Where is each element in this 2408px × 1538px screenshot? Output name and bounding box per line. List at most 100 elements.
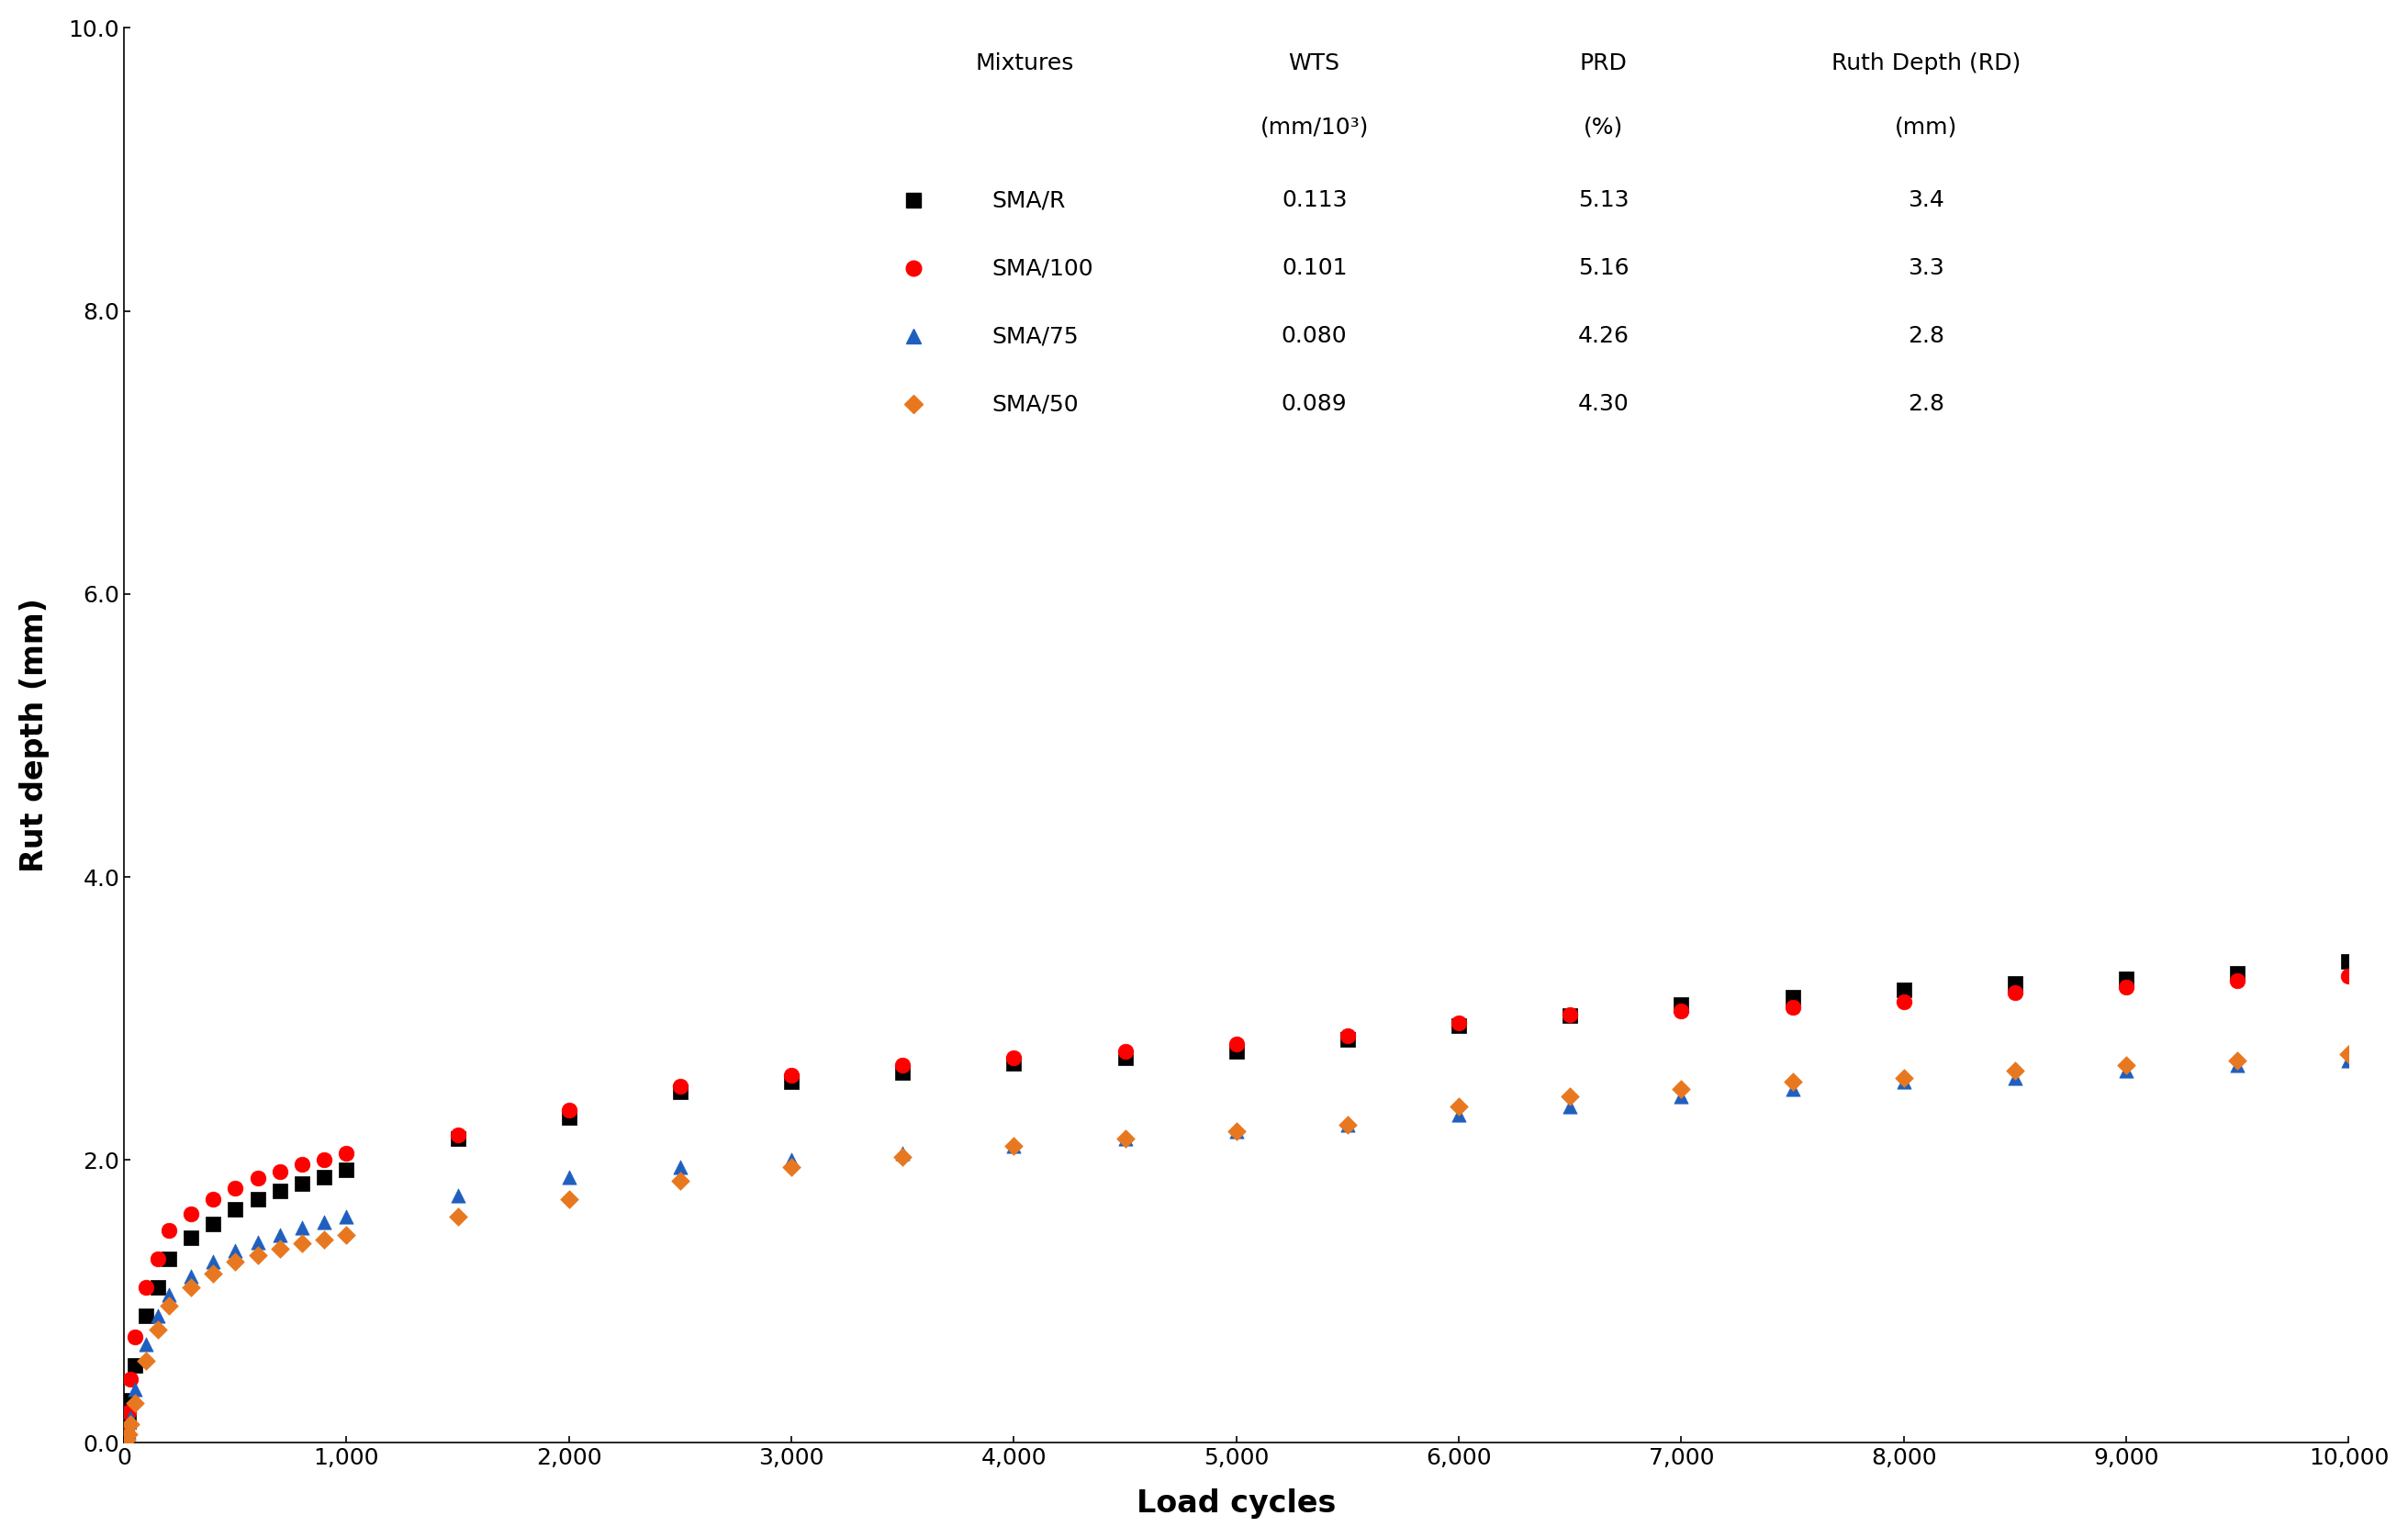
Point: [260, 1223, 299, 1247]
Point: [106, 1420, 144, 1444]
Point: [660, 1080, 698, 1104]
Point: [111, 1367, 149, 1392]
Point: [111, 1412, 149, 1436]
Point: [260, 1237, 299, 1261]
X-axis label: Load cycles: Load cycles: [1137, 1489, 1336, 1520]
Point: [995, 1134, 1033, 1158]
Text: 5.16: 5.16: [1577, 257, 1630, 280]
Point: [1551, 1001, 1589, 1026]
Point: [108, 1420, 147, 1444]
Point: [438, 1123, 477, 1147]
Point: [549, 1164, 588, 1189]
Point: [106, 1426, 144, 1450]
Point: [1105, 1038, 1144, 1063]
Point: [282, 1230, 320, 1255]
Point: [1105, 1126, 1144, 1150]
Point: [217, 1249, 255, 1273]
Point: [1772, 995, 1811, 1020]
Point: [2218, 967, 2256, 992]
Text: 4.30: 4.30: [1577, 394, 1630, 415]
Point: [2329, 949, 2367, 974]
Point: [149, 1247, 188, 1272]
Point: [1440, 1103, 1479, 1127]
Point: [1216, 1120, 1255, 1144]
Point: [137, 1275, 176, 1300]
Point: [1772, 984, 1811, 1009]
Point: [1105, 1046, 1144, 1070]
Point: [660, 1155, 698, 1180]
Point: [193, 1249, 231, 1273]
Point: [193, 1187, 231, 1212]
Point: [1216, 1120, 1255, 1144]
Point: [1996, 981, 2035, 1006]
Text: 2.8: 2.8: [1907, 326, 1943, 348]
Point: [327, 1158, 366, 1183]
Point: [1216, 1038, 1255, 1063]
Point: [1329, 1112, 1368, 1137]
Point: [1772, 1070, 1811, 1095]
Point: [108, 1400, 147, 1424]
Point: [306, 1147, 344, 1172]
Text: 3.4: 3.4: [1907, 189, 1943, 212]
Point: [171, 1275, 209, 1300]
Point: [438, 1183, 477, 1207]
Point: [1772, 1077, 1811, 1101]
Text: 3.3: 3.3: [1907, 257, 1943, 280]
Point: [773, 1063, 811, 1087]
Text: 4.26: 4.26: [1577, 326, 1630, 348]
Text: 2.8: 2.8: [1907, 394, 1943, 415]
Point: [327, 1141, 366, 1166]
Point: [1551, 1094, 1589, 1118]
Text: 5.13: 5.13: [1577, 189, 1628, 212]
Text: 0.089: 0.089: [1281, 394, 1346, 415]
Point: [171, 1264, 209, 1289]
Point: [260, 1178, 299, 1203]
Point: [1105, 1126, 1144, 1150]
Point: [217, 1177, 255, 1201]
Point: [995, 1052, 1033, 1077]
Point: [238, 1243, 277, 1267]
Point: [149, 1283, 188, 1307]
Point: [549, 1098, 588, 1123]
Point: [1996, 970, 2035, 995]
Point: [116, 1353, 154, 1378]
Text: SMA/R: SMA/R: [992, 189, 1064, 212]
Point: [137, 1318, 176, 1343]
Point: [106, 1424, 144, 1449]
Point: [884, 1060, 922, 1084]
Point: [217, 1197, 255, 1221]
Point: [108, 1409, 147, 1433]
Point: [2218, 1054, 2256, 1078]
Point: [282, 1172, 320, 1197]
Point: [238, 1166, 277, 1190]
Point: [884, 1054, 922, 1078]
Point: [111, 1389, 149, 1413]
Point: [1885, 978, 1924, 1003]
Point: [193, 1261, 231, 1286]
Point: [106, 1427, 144, 1452]
Point: [995, 1046, 1033, 1070]
Y-axis label: Rut depth (mm): Rut depth (mm): [19, 598, 51, 872]
Point: [438, 1126, 477, 1150]
Point: [128, 1275, 166, 1300]
Point: [884, 1141, 922, 1166]
Point: [171, 1201, 209, 1226]
Text: (mm/10³): (mm/10³): [1259, 115, 1368, 138]
Point: [660, 1074, 698, 1098]
Point: [108, 1423, 147, 1447]
Point: [116, 1390, 154, 1415]
Point: [149, 1218, 188, 1243]
Point: [1885, 1070, 1924, 1095]
Point: [282, 1215, 320, 1240]
Point: [773, 1147, 811, 1172]
Point: [260, 1160, 299, 1184]
Point: [660, 1169, 698, 1193]
Text: 0.113: 0.113: [1281, 189, 1346, 212]
Point: [438, 1204, 477, 1229]
Point: [2218, 1049, 2256, 1074]
Point: [1551, 1003, 1589, 1027]
Point: [327, 1223, 366, 1247]
Point: [1662, 1077, 1700, 1101]
Point: [137, 1303, 176, 1327]
Text: SMA/75: SMA/75: [992, 326, 1079, 348]
